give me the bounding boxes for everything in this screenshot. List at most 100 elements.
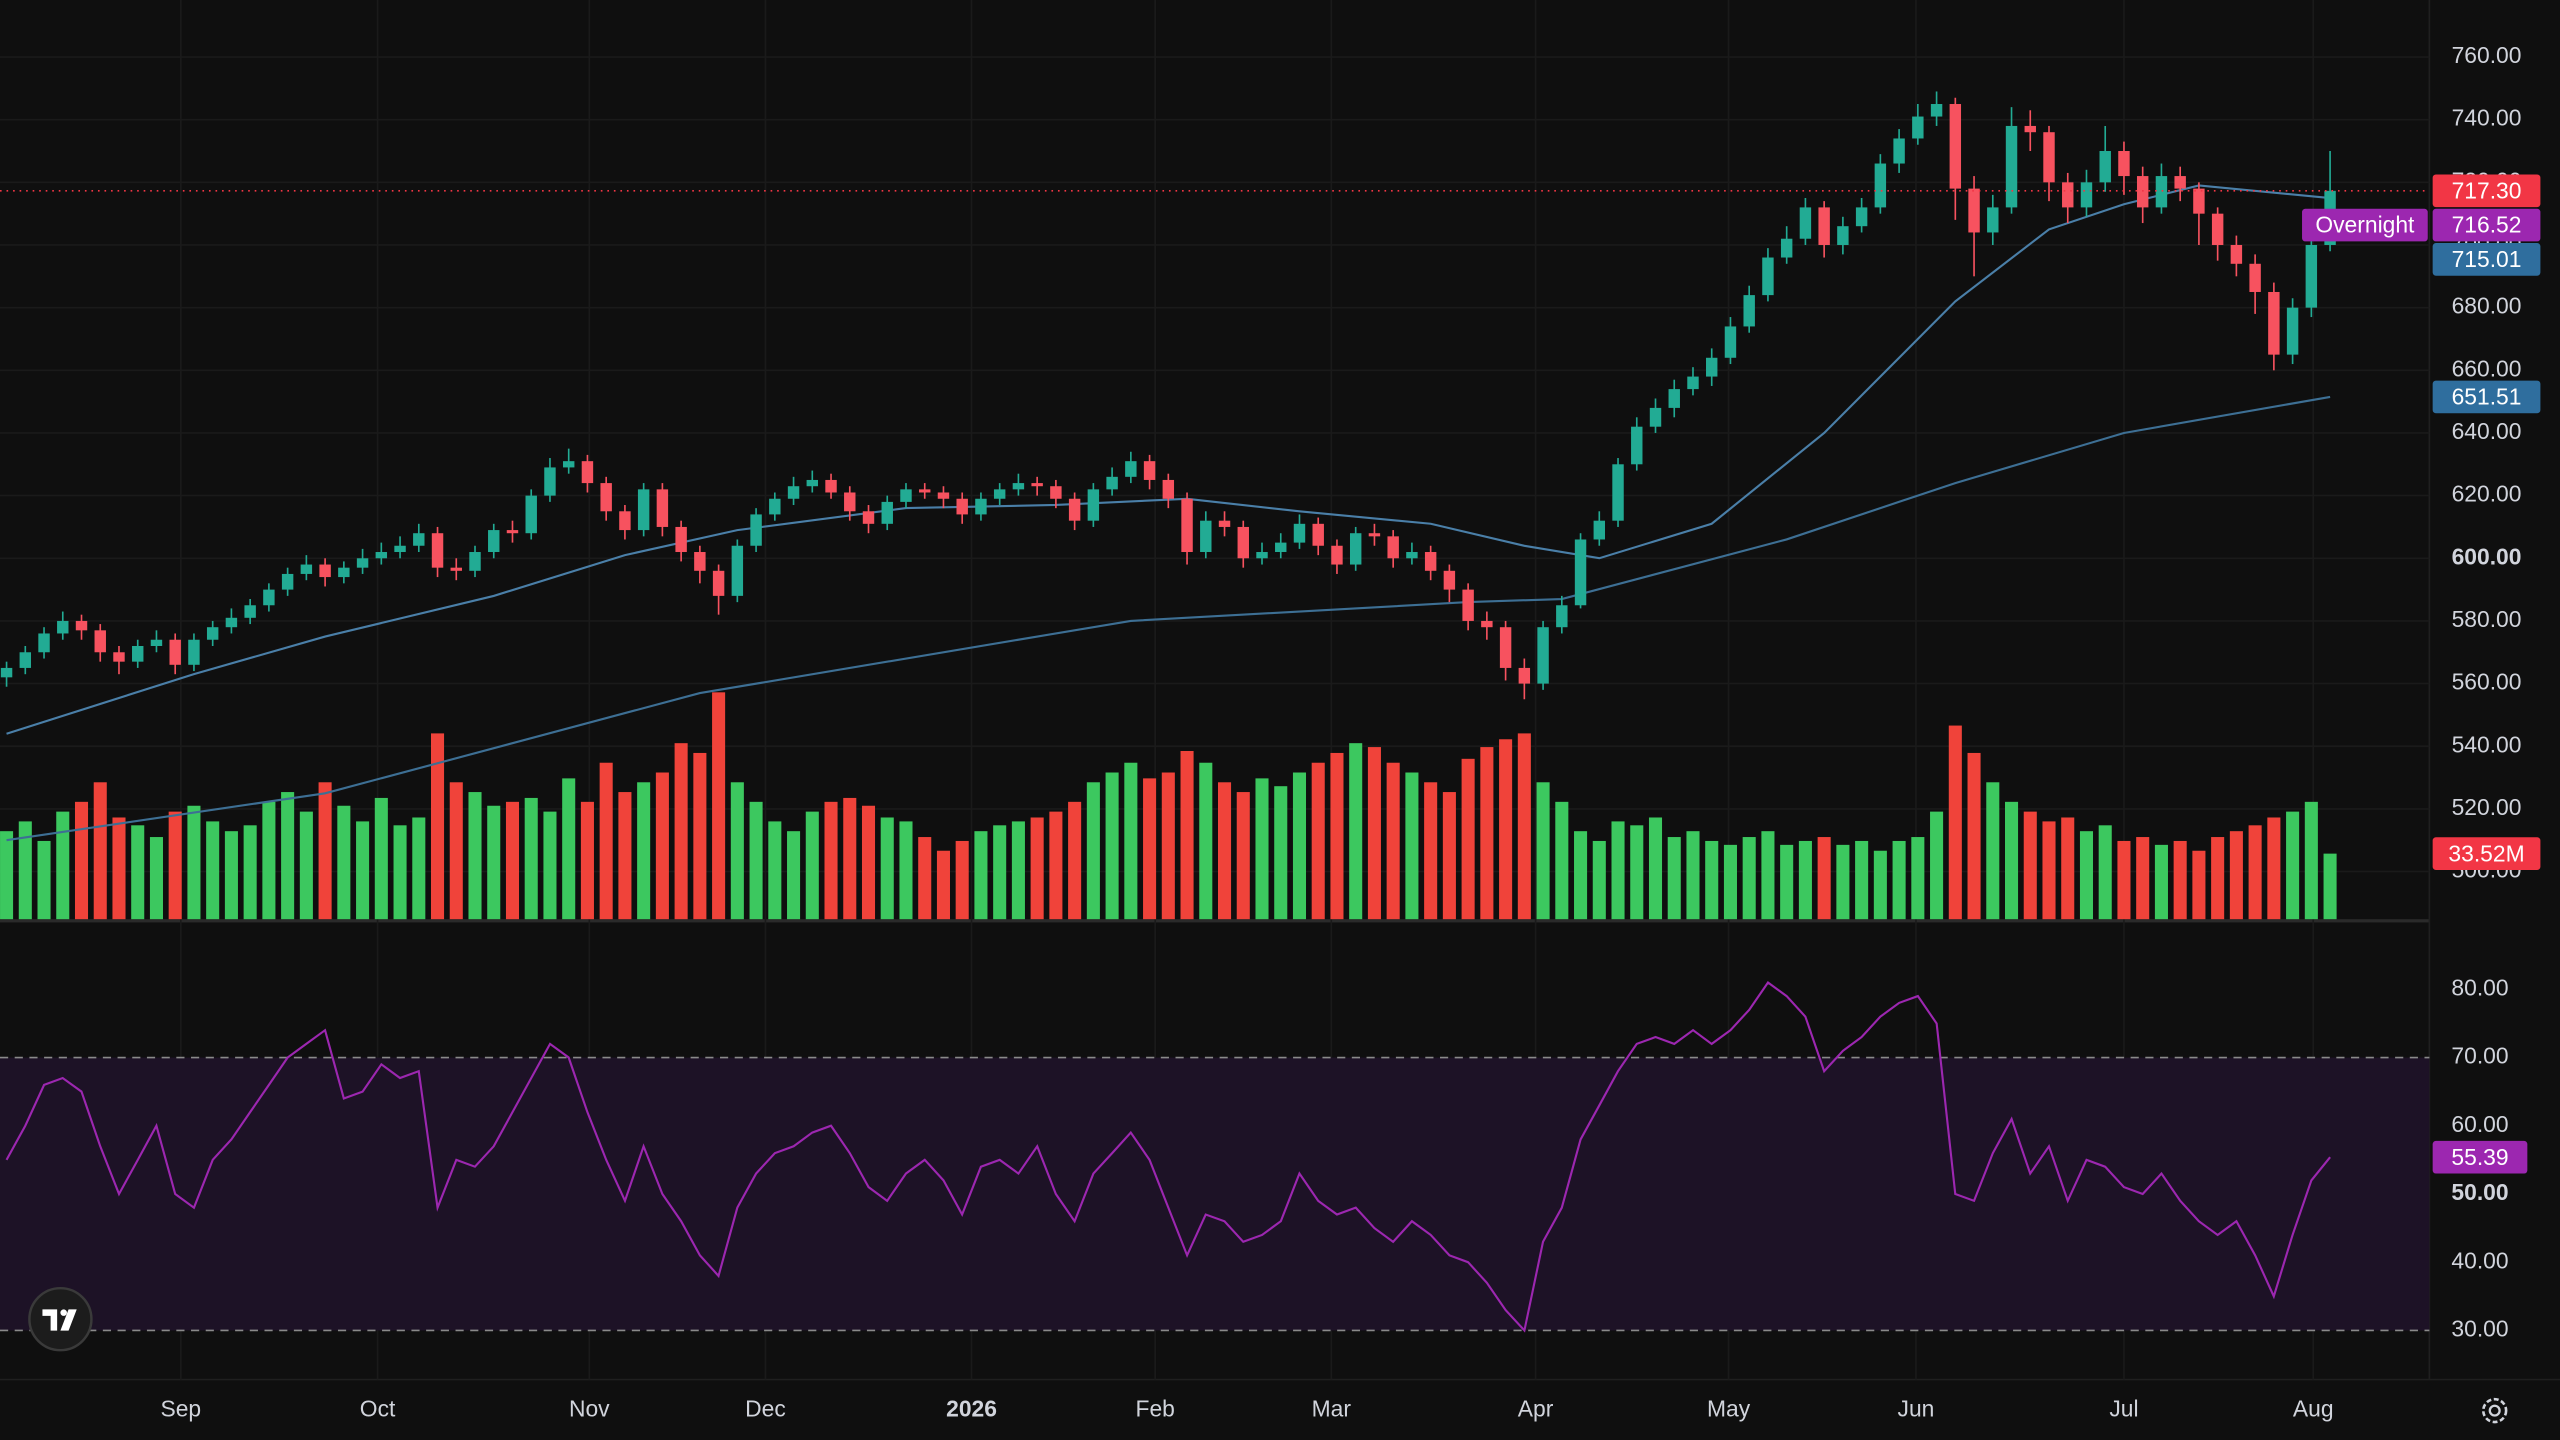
logo-mark[interactable] — [42, 1309, 77, 1331]
volume-bar — [1086, 782, 1100, 920]
candle-body — [1012, 483, 1025, 490]
logo-dot[interactable] — [60, 1309, 67, 1316]
moving-average-label: 651.51 — [2452, 384, 2522, 410]
candle-body — [1593, 520, 1606, 540]
logo[interactable] — [28, 1286, 93, 1352]
candle-body — [2305, 244, 2318, 308]
moving-average-label-box — [2432, 380, 2541, 414]
moving-average — [6, 395, 2331, 842]
rsi-tick-label: 80.00 — [2451, 974, 2508, 1000]
volume-bar — [524, 797, 538, 920]
moving-average-label: 715.01 — [2452, 246, 2522, 272]
candle-body — [1724, 326, 1737, 358]
candle-body — [469, 552, 481, 571]
candle-body — [544, 467, 556, 496]
volume-bar — [2136, 837, 2150, 920]
volume-bar — [1611, 821, 1625, 920]
settings-button[interactable] — [2481, 1397, 2508, 1424]
volume-bar — [993, 825, 1007, 920]
candle-body — [2024, 125, 2036, 133]
overnight-price-label-box — [2432, 208, 2541, 242]
volume-bar — [805, 811, 819, 920]
candle-body — [825, 479, 837, 493]
volume-bar — [37, 840, 51, 920]
candle-body — [1574, 539, 1587, 606]
volume-bar — [1405, 772, 1419, 920]
volume-bar — [318, 782, 332, 920]
candle-body — [1200, 520, 1212, 553]
candle-body — [562, 461, 575, 468]
candle-body — [1649, 407, 1662, 427]
candle-body — [506, 530, 519, 534]
overnight-price-label: 716.52 — [2452, 212, 2522, 238]
volume-bar — [431, 733, 445, 920]
candle-body — [2155, 176, 2168, 208]
candle-body — [1349, 533, 1362, 565]
volume-bar — [2286, 811, 2300, 920]
candle-body — [1912, 116, 1924, 139]
volume-bar — [468, 792, 482, 920]
volume-bar — [18, 821, 32, 920]
volume-bar — [2248, 825, 2262, 920]
volume-bar — [356, 821, 370, 920]
candle-body — [2249, 263, 2261, 292]
candle-body — [844, 492, 856, 512]
candle-body — [637, 489, 650, 531]
y-tick-label: 760.00 — [2452, 42, 2522, 68]
x-tick-label: 2026 — [946, 1396, 997, 1422]
volume-bar — [262, 801, 276, 920]
volume-bar — [74, 801, 89, 920]
gear-outer[interactable] — [2481, 1397, 2508, 1424]
volume-bar — [918, 837, 932, 920]
volume-bar — [936, 850, 950, 920]
volume-bar — [1761, 831, 1775, 920]
volume-bar — [562, 778, 576, 920]
volume-bar — [2192, 850, 2206, 920]
volume-bar — [1986, 782, 2000, 920]
rsi-tick-label: 70.00 — [2451, 1043, 2508, 1069]
candle-body — [206, 627, 219, 640]
y-tick-label: 600.00 — [2452, 543, 2522, 569]
candle-body — [1275, 542, 1287, 553]
volume-bar — [1461, 758, 1475, 920]
candle-body — [656, 489, 669, 527]
candle-body — [488, 530, 500, 553]
candle-body — [1874, 163, 1887, 208]
candle-body — [113, 652, 125, 662]
volume-bar — [206, 821, 220, 920]
volume-bar — [1536, 782, 1550, 920]
volume-bar — [749, 801, 763, 920]
x-tick-label: Jun — [1898, 1396, 1935, 1422]
candle-body — [1331, 545, 1343, 565]
volume-bar — [580, 801, 594, 920]
volume-bar — [1011, 821, 1025, 920]
candle-body — [787, 486, 800, 499]
candle-body — [338, 567, 350, 578]
volume-bar — [149, 837, 163, 920]
volume-bar — [299, 811, 313, 920]
volume-bar — [2154, 844, 2168, 920]
volume-bar — [1667, 837, 1681, 920]
candle-body — [0, 667, 13, 678]
candle-body — [1799, 207, 1812, 239]
candle-body — [1218, 520, 1231, 527]
y-tick-label: 560.00 — [2452, 669, 2522, 695]
gear-inner[interactable] — [2488, 1404, 2501, 1417]
volume — [0, 692, 2337, 920]
candle-body — [881, 501, 893, 524]
volume-bar — [1255, 778, 1269, 920]
volume-bar — [1574, 831, 1588, 920]
volume-bar — [974, 831, 988, 920]
last-price-label-box — [2432, 174, 2541, 208]
volume-bar — [1124, 762, 1138, 920]
logo-circle[interactable] — [28, 1286, 93, 1352]
candle-body — [1143, 461, 1156, 480]
volume-bar — [2211, 837, 2225, 920]
x-tick-label: Mar — [1312, 1396, 1352, 1422]
rsi-label: 55.39 — [2451, 1144, 2508, 1170]
candle-body — [694, 552, 706, 571]
candle-body — [900, 489, 912, 502]
volume-bar — [843, 797, 857, 920]
volume-bar — [131, 825, 145, 920]
